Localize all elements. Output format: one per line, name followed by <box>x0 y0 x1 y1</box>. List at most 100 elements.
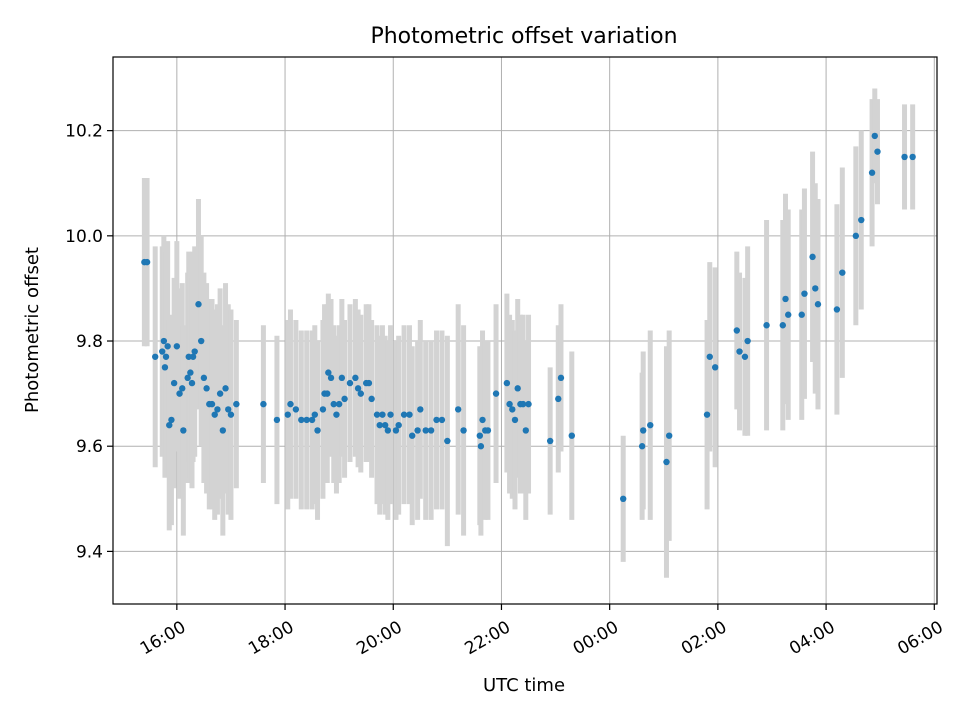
data-point <box>227 411 235 418</box>
data-point <box>357 390 364 397</box>
y-axis-label: Photometric offset <box>22 247 43 413</box>
data-point <box>427 427 435 434</box>
data-point <box>392 427 400 434</box>
data-point <box>376 421 383 429</box>
data-point <box>161 364 169 371</box>
data-point <box>736 348 743 355</box>
data-point <box>638 443 646 450</box>
data-point <box>741 353 749 360</box>
data-point <box>368 395 375 403</box>
data-point <box>663 458 670 466</box>
data-point <box>208 400 216 408</box>
data-point <box>640 427 647 434</box>
data-point <box>506 400 513 408</box>
data-point <box>314 427 321 434</box>
data-point <box>200 374 208 382</box>
data-point <box>233 400 240 408</box>
data-point <box>871 132 878 140</box>
data-point <box>162 353 170 360</box>
data-point <box>216 390 224 397</box>
data-point <box>408 432 416 439</box>
y-tick-label: 9.6 <box>76 437 103 457</box>
data-point <box>333 411 340 418</box>
x-tick-label: 06:00 <box>894 617 946 659</box>
data-point <box>852 232 860 240</box>
data-point <box>868 169 876 176</box>
data-point <box>460 427 467 434</box>
data-point <box>858 216 865 224</box>
y-axis-ticks: 9.4 9.6 9.8 10.0 10.2 <box>65 122 113 562</box>
data-point <box>454 406 462 413</box>
data-point <box>503 379 511 387</box>
data-point <box>330 400 337 408</box>
data-point <box>522 427 530 434</box>
data-point <box>477 443 485 450</box>
data-point <box>211 411 218 418</box>
data-point <box>341 395 348 403</box>
data-point <box>422 427 429 434</box>
data-point <box>706 353 713 360</box>
x-axis-label: UTC time <box>483 675 565 696</box>
data-point <box>782 295 789 303</box>
data-point <box>319 406 327 413</box>
data-point <box>203 385 210 392</box>
data-point <box>492 390 500 397</box>
data-point <box>798 311 805 318</box>
data-point <box>176 390 183 397</box>
data-point <box>354 385 362 392</box>
y-tick-label: 10.0 <box>65 227 103 247</box>
data-points <box>141 132 916 503</box>
data-point <box>381 421 389 429</box>
data-point <box>438 416 446 424</box>
data-point <box>785 311 792 318</box>
data-point <box>779 322 787 329</box>
data-point <box>335 400 343 408</box>
data-point <box>219 427 227 434</box>
data-point <box>214 406 221 413</box>
data-point <box>187 369 194 376</box>
data-point <box>801 290 808 297</box>
data-point <box>173 343 181 350</box>
data-point <box>484 427 492 434</box>
grid <box>113 57 937 604</box>
data-point <box>346 379 354 387</box>
data-point <box>395 421 402 429</box>
x-tick-label: 16:00 <box>137 617 189 659</box>
data-point <box>665 432 673 439</box>
data-point <box>188 379 196 387</box>
plot-frame <box>112 56 938 605</box>
data-point <box>373 411 381 418</box>
data-point <box>479 416 486 424</box>
data-point <box>260 400 267 408</box>
data-point <box>444 437 451 445</box>
data-point <box>901 153 908 161</box>
data-point <box>284 411 291 418</box>
x-tick-label: 20:00 <box>353 617 405 659</box>
data-point <box>833 306 841 313</box>
data-point <box>647 421 654 429</box>
data-point <box>180 427 187 434</box>
data-point <box>159 348 166 355</box>
data-point <box>514 385 521 392</box>
data-point <box>509 406 516 413</box>
data-point <box>703 411 711 418</box>
data-point <box>812 285 819 292</box>
data-point <box>400 411 408 418</box>
data-point <box>476 432 484 439</box>
data-point <box>324 390 331 397</box>
data-point <box>160 337 168 345</box>
data-point <box>170 379 178 387</box>
data-point <box>287 400 294 408</box>
x-tick-label: 02:00 <box>678 617 730 659</box>
data-point <box>809 253 816 261</box>
data-point <box>273 416 281 424</box>
data-point <box>414 427 421 434</box>
data-point <box>225 406 232 413</box>
data-point <box>152 353 159 360</box>
x-tick-label: 18:00 <box>245 617 297 659</box>
data-point <box>384 427 392 434</box>
data-point <box>814 301 822 308</box>
data-point <box>166 421 173 429</box>
data-point <box>164 343 171 350</box>
y-tick-label: 10.2 <box>65 122 103 142</box>
